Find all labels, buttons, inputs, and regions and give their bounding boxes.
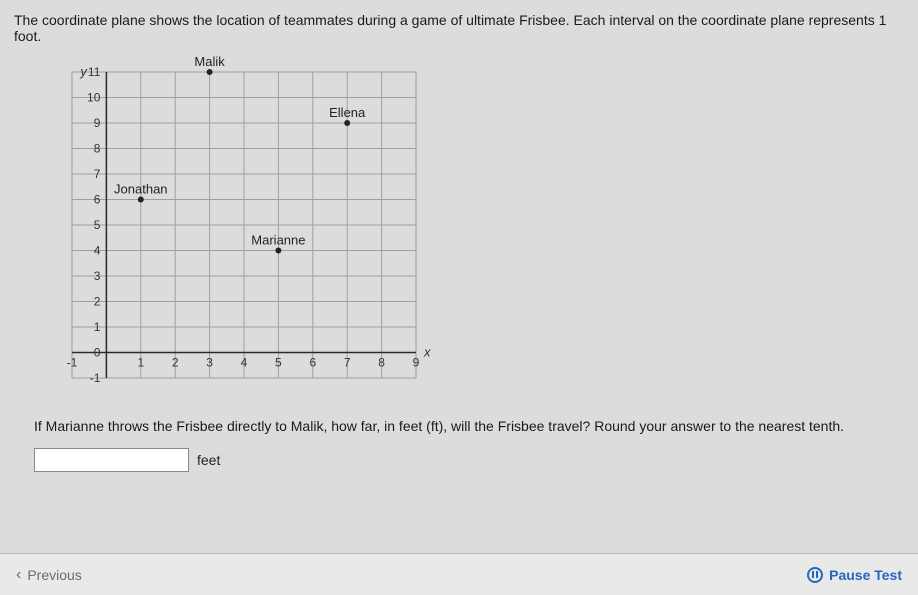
- coordinate-chart: -1123456789-101234567891011xyMalikEllena…: [34, 54, 434, 404]
- svg-text:-1: -1: [90, 371, 101, 385]
- previous-label: Previous: [27, 567, 81, 583]
- svg-text:x: x: [423, 345, 431, 360]
- pause-label: Pause Test: [829, 567, 902, 583]
- svg-text:2: 2: [172, 356, 179, 370]
- svg-text:2: 2: [94, 295, 101, 309]
- svg-text:Ellena: Ellena: [329, 105, 366, 120]
- pause-test-button[interactable]: Pause Test: [807, 567, 902, 583]
- svg-text:5: 5: [94, 218, 101, 232]
- svg-text:8: 8: [94, 142, 101, 156]
- svg-text:11: 11: [88, 65, 101, 79]
- svg-text:6: 6: [309, 356, 316, 370]
- svg-text:1: 1: [137, 356, 144, 370]
- svg-text:10: 10: [87, 91, 101, 105]
- svg-text:-1: -1: [67, 356, 78, 370]
- svg-text:9: 9: [413, 356, 420, 370]
- question-text: If Marianne throws the Frisbee directly …: [34, 418, 904, 434]
- previous-button[interactable]: ‹ Previous: [16, 566, 82, 584]
- unit-label: feet: [197, 452, 220, 468]
- chart-svg: -1123456789-101234567891011xyMalikEllena…: [34, 54, 434, 404]
- svg-text:8: 8: [378, 356, 385, 370]
- chevron-left-icon: ‹: [16, 566, 21, 584]
- svg-text:4: 4: [241, 356, 248, 370]
- answer-input[interactable]: [34, 448, 189, 472]
- svg-text:5: 5: [275, 356, 282, 370]
- svg-text:4: 4: [94, 244, 101, 258]
- svg-text:3: 3: [94, 269, 101, 283]
- svg-text:Malik: Malik: [194, 54, 225, 69]
- svg-text:7: 7: [94, 167, 101, 181]
- problem-statement: The coordinate plane shows the location …: [14, 12, 904, 44]
- svg-text:9: 9: [94, 116, 101, 130]
- svg-text:0: 0: [94, 346, 101, 360]
- svg-text:3: 3: [206, 356, 213, 370]
- svg-text:1: 1: [94, 320, 101, 334]
- svg-text:7: 7: [344, 356, 351, 370]
- svg-text:Jonathan: Jonathan: [114, 182, 168, 197]
- footer-bar: ‹ Previous Pause Test: [0, 553, 918, 595]
- pause-icon: [807, 567, 823, 583]
- svg-text:6: 6: [94, 193, 101, 207]
- svg-text:Marianne: Marianne: [251, 233, 305, 248]
